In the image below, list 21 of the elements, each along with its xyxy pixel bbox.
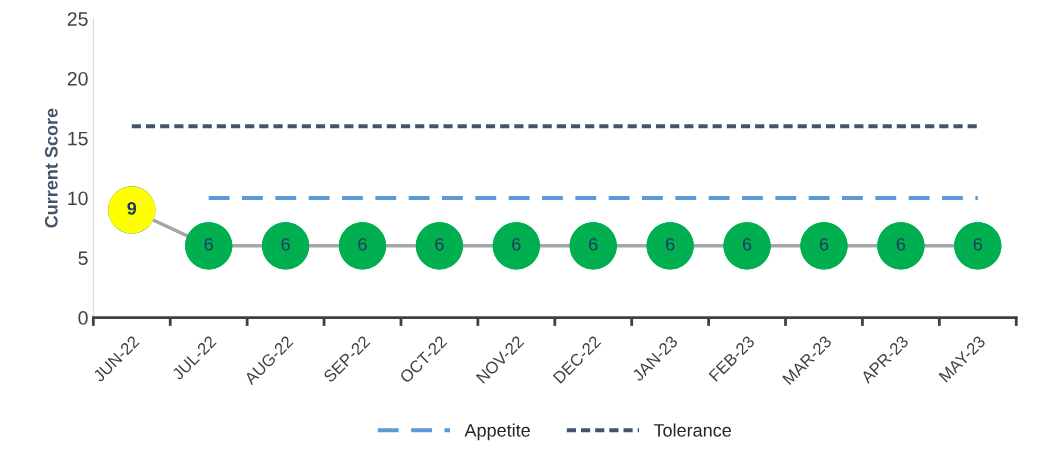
data-label: 6 xyxy=(589,237,598,251)
y-axis-title: Current Score xyxy=(44,108,58,228)
data-label: 6 xyxy=(742,237,752,251)
data-label: 6 xyxy=(281,237,290,251)
data-label: 6 xyxy=(358,237,367,251)
y-tick-label: 20 xyxy=(67,71,88,86)
data-label: 6 xyxy=(435,237,444,251)
y-tick-label: 10 xyxy=(68,191,88,206)
legend-label: Appetite xyxy=(464,423,530,441)
data-label: 6 xyxy=(204,237,213,251)
y-tick-label: 0 xyxy=(78,311,88,325)
data-label: 6 xyxy=(896,237,906,251)
y-tick-label: 25 xyxy=(67,12,88,26)
legend-label: Tolerance xyxy=(653,423,731,437)
data-label: 6 xyxy=(512,237,521,251)
data-label: 6 xyxy=(819,237,829,251)
y-tick-label: 5 xyxy=(78,251,88,266)
data-label: 6 xyxy=(666,237,675,251)
data-label: 9 xyxy=(127,202,137,215)
y-tick-label: 15 xyxy=(68,131,88,146)
data-label: 6 xyxy=(973,237,983,251)
